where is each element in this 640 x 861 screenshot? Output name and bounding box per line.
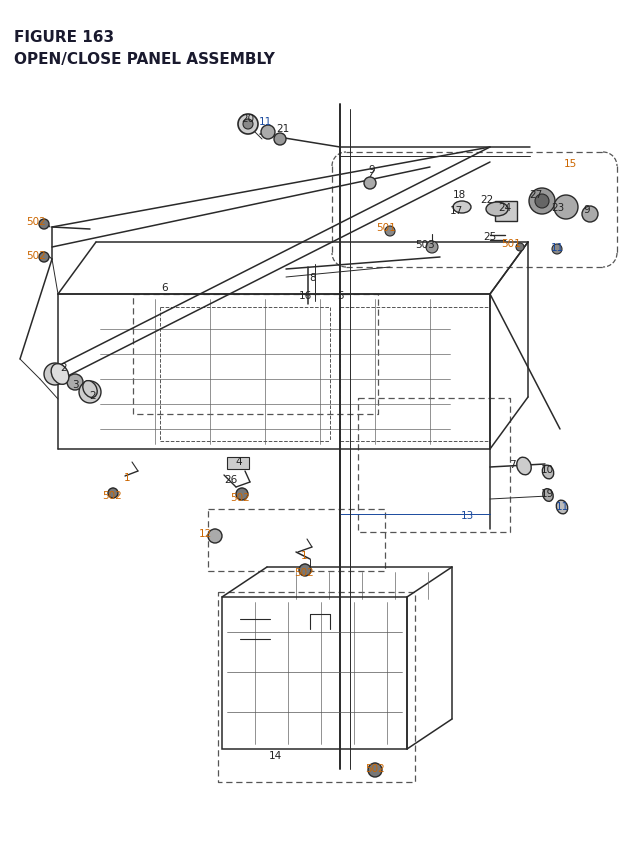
Circle shape [44, 363, 66, 386]
Ellipse shape [51, 364, 69, 385]
Text: 18: 18 [452, 189, 466, 200]
Text: 24: 24 [499, 202, 511, 213]
Text: 17: 17 [449, 206, 463, 216]
Circle shape [554, 195, 578, 220]
Text: 16: 16 [298, 291, 312, 300]
Text: 502: 502 [26, 251, 46, 261]
Circle shape [238, 115, 258, 135]
Text: 502: 502 [230, 492, 250, 503]
Ellipse shape [556, 500, 568, 514]
Text: 502: 502 [102, 491, 122, 500]
Ellipse shape [453, 201, 471, 214]
Text: 13: 13 [460, 511, 474, 520]
Circle shape [67, 375, 83, 391]
Ellipse shape [543, 489, 553, 502]
Text: 6: 6 [162, 282, 168, 293]
Text: FIGURE 163: FIGURE 163 [14, 30, 114, 45]
Bar [227, 457, 249, 469]
Text: 1: 1 [301, 550, 307, 561]
Text: 502: 502 [26, 217, 46, 226]
Text: 11: 11 [556, 501, 568, 511]
Circle shape [208, 530, 222, 543]
Text: 8: 8 [310, 273, 316, 282]
Circle shape [39, 253, 49, 263]
Text: 3: 3 [72, 380, 78, 389]
Text: 26: 26 [225, 474, 237, 485]
Circle shape [39, 220, 49, 230]
Bar [495, 201, 517, 222]
Text: 23: 23 [552, 202, 564, 213]
Ellipse shape [83, 381, 97, 398]
Text: 21: 21 [276, 124, 290, 133]
Circle shape [299, 564, 311, 576]
Text: 2: 2 [61, 362, 67, 373]
Circle shape [385, 226, 395, 237]
Circle shape [552, 245, 562, 255]
Text: 12: 12 [198, 529, 212, 538]
Text: 20: 20 [241, 114, 255, 124]
Circle shape [368, 763, 382, 777]
Circle shape [426, 242, 438, 254]
Text: 4: 4 [236, 456, 243, 467]
Circle shape [364, 177, 376, 189]
Text: OPEN/CLOSE PANEL ASSEMBLY: OPEN/CLOSE PANEL ASSEMBLY [14, 52, 275, 67]
Ellipse shape [516, 458, 531, 475]
Text: 22: 22 [481, 195, 493, 205]
Text: 2: 2 [90, 391, 96, 400]
Circle shape [108, 488, 118, 499]
Text: 1: 1 [124, 473, 131, 482]
Text: 9: 9 [584, 205, 590, 214]
Text: 501: 501 [376, 223, 396, 232]
Circle shape [535, 195, 549, 208]
Ellipse shape [542, 466, 554, 480]
Text: 25: 25 [483, 232, 497, 242]
Text: 503: 503 [415, 239, 435, 250]
Circle shape [236, 488, 248, 500]
Circle shape [261, 126, 275, 139]
Circle shape [582, 207, 598, 223]
Text: 10: 10 [540, 464, 554, 474]
Text: 502: 502 [365, 763, 385, 773]
Circle shape [274, 133, 286, 146]
Text: 502: 502 [294, 567, 314, 578]
Circle shape [516, 244, 524, 251]
Text: 19: 19 [540, 488, 554, 499]
Text: 15: 15 [563, 158, 577, 169]
Circle shape [79, 381, 101, 404]
Text: 5: 5 [338, 291, 344, 300]
Text: 14: 14 [268, 750, 282, 760]
Text: 9: 9 [369, 164, 375, 175]
Ellipse shape [486, 202, 508, 217]
Circle shape [529, 189, 555, 214]
Text: 501: 501 [501, 238, 521, 249]
Text: 11: 11 [550, 243, 564, 253]
Bar [222, 598, 407, 749]
Text: 27: 27 [529, 189, 543, 200]
Text: 7: 7 [509, 460, 515, 469]
Text: 11: 11 [259, 117, 271, 127]
Circle shape [243, 120, 253, 130]
